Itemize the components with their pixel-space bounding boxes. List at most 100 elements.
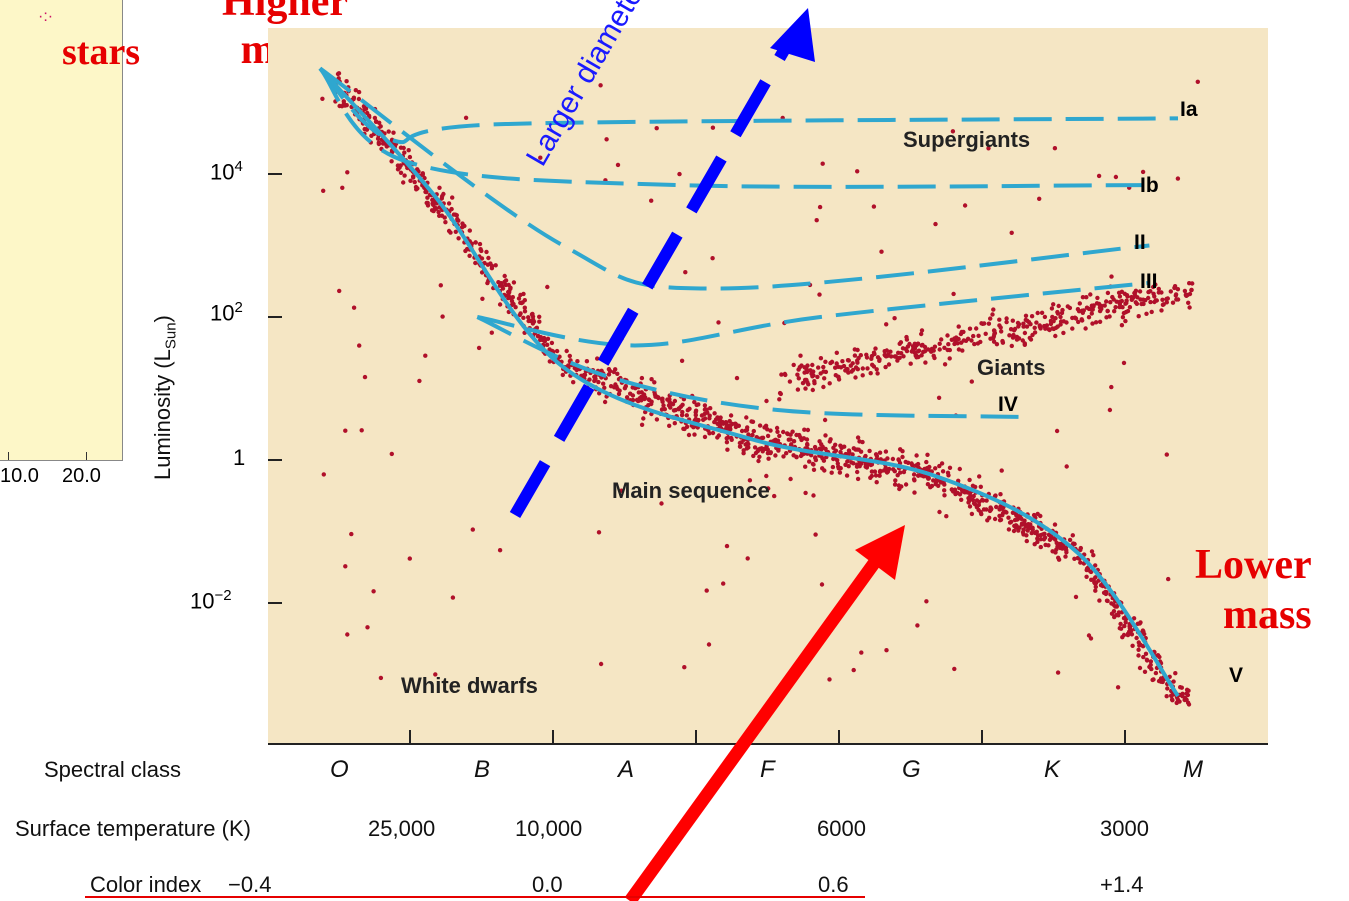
- star-dot: [1075, 555, 1081, 561]
- star-dot: [704, 407, 709, 412]
- star-dot: [854, 464, 860, 469]
- star-dot: [829, 359, 835, 365]
- star-dot: [1084, 295, 1089, 300]
- star-dot: [874, 480, 879, 485]
- star-dot: [1109, 274, 1114, 279]
- class-label-ii: II: [1134, 231, 1146, 254]
- star-dot: [537, 319, 542, 324]
- star-dot: [369, 133, 374, 138]
- star-dot: [706, 642, 712, 647]
- y-tick-exp: 4: [234, 158, 243, 175]
- star-dot: [810, 387, 815, 393]
- star-dot: [437, 213, 442, 218]
- star-dot: [408, 178, 413, 183]
- star-dot: [752, 445, 758, 450]
- star-dot: [1169, 697, 1175, 702]
- y-tick-label-1: 1: [233, 445, 246, 470]
- star-dot: [639, 422, 645, 427]
- star-dot: [693, 412, 698, 418]
- star-dot: [969, 338, 974, 343]
- star-dot: [910, 347, 916, 352]
- star-dot: [353, 88, 358, 93]
- temperature-10000: 10,000: [515, 816, 583, 841]
- star-dot: [1137, 289, 1143, 294]
- plot-area: [268, 28, 1268, 744]
- star-dot: [440, 314, 445, 319]
- star-dot: [378, 675, 384, 681]
- star-dot: [1186, 300, 1191, 305]
- color-index-neg04: −0.4: [228, 872, 272, 897]
- star-dot: [430, 197, 435, 203]
- star-dot: [969, 511, 975, 517]
- star-dot: [922, 466, 927, 472]
- star-dot: [1144, 311, 1149, 316]
- curve-ia: [318, 66, 1179, 145]
- lower-mass-label: Lower mass: [1195, 542, 1312, 638]
- star-dot: [915, 623, 920, 628]
- star-dot: [823, 369, 829, 375]
- star-dot: [1024, 538, 1030, 544]
- star-dot: [704, 588, 709, 593]
- star-dot: [571, 380, 576, 385]
- star-dot: [587, 377, 592, 382]
- star-dot: [724, 543, 730, 549]
- star-dot: [593, 374, 598, 379]
- star-dot: [1144, 657, 1150, 662]
- star-dot: [450, 595, 456, 600]
- star-dot: [1117, 301, 1123, 307]
- star-dot: [1170, 300, 1176, 305]
- star-dot: [389, 451, 394, 457]
- star-dot: [744, 446, 750, 451]
- star-dot: [437, 185, 442, 190]
- star-dot: [401, 180, 406, 185]
- star-dot: [1164, 300, 1170, 305]
- star-dot: [708, 406, 713, 411]
- star-dot: [1093, 563, 1098, 568]
- star-dot: [601, 381, 606, 386]
- star-dot: [1019, 522, 1025, 527]
- star-dot: [1080, 295, 1086, 300]
- star-dot: [351, 305, 357, 310]
- star-dot: [1151, 291, 1156, 296]
- star-dot: [772, 493, 777, 499]
- star-dot: [582, 372, 587, 378]
- star-dot: [816, 365, 821, 370]
- star-dot: [870, 362, 875, 367]
- star-dot: [1118, 621, 1123, 627]
- left-tick-20: [86, 452, 87, 460]
- star-dot: [896, 457, 901, 462]
- star-dot: [791, 439, 797, 444]
- star-dot: [518, 311, 523, 316]
- giants-label: Giants: [977, 355, 1046, 380]
- y-axis-label-close: ): [150, 315, 175, 323]
- star-dot: [937, 347, 942, 352]
- star-dot: [818, 371, 823, 376]
- star-dot: [901, 354, 906, 359]
- star-dot: [1149, 309, 1154, 315]
- color-index-14: +1.4: [1100, 872, 1144, 897]
- star-dot: [936, 395, 942, 400]
- color-index-06: 0.6: [818, 872, 849, 897]
- star-dot: [775, 429, 780, 434]
- star-dot: [737, 444, 743, 449]
- star-dot: [871, 204, 877, 209]
- star-dot: [337, 103, 342, 109]
- star-dot: [846, 370, 851, 375]
- star-dot: [878, 468, 883, 474]
- star-dot: [855, 469, 860, 475]
- star-dot: [945, 333, 950, 338]
- star-dot: [606, 367, 612, 372]
- red-arrowhead: [855, 525, 905, 580]
- star-dot: [805, 427, 811, 433]
- star-dot: [773, 453, 778, 458]
- star-dot: [1080, 310, 1086, 315]
- star-dot: [500, 286, 506, 291]
- star-dot: [1153, 670, 1159, 676]
- star-dot: [1168, 289, 1174, 294]
- star-dot: [438, 283, 443, 288]
- star-dot: [530, 317, 536, 322]
- star-dot: [1150, 677, 1155, 683]
- star-dot: [855, 435, 861, 440]
- star-dot: [1089, 549, 1095, 554]
- star-dot: [686, 432, 692, 438]
